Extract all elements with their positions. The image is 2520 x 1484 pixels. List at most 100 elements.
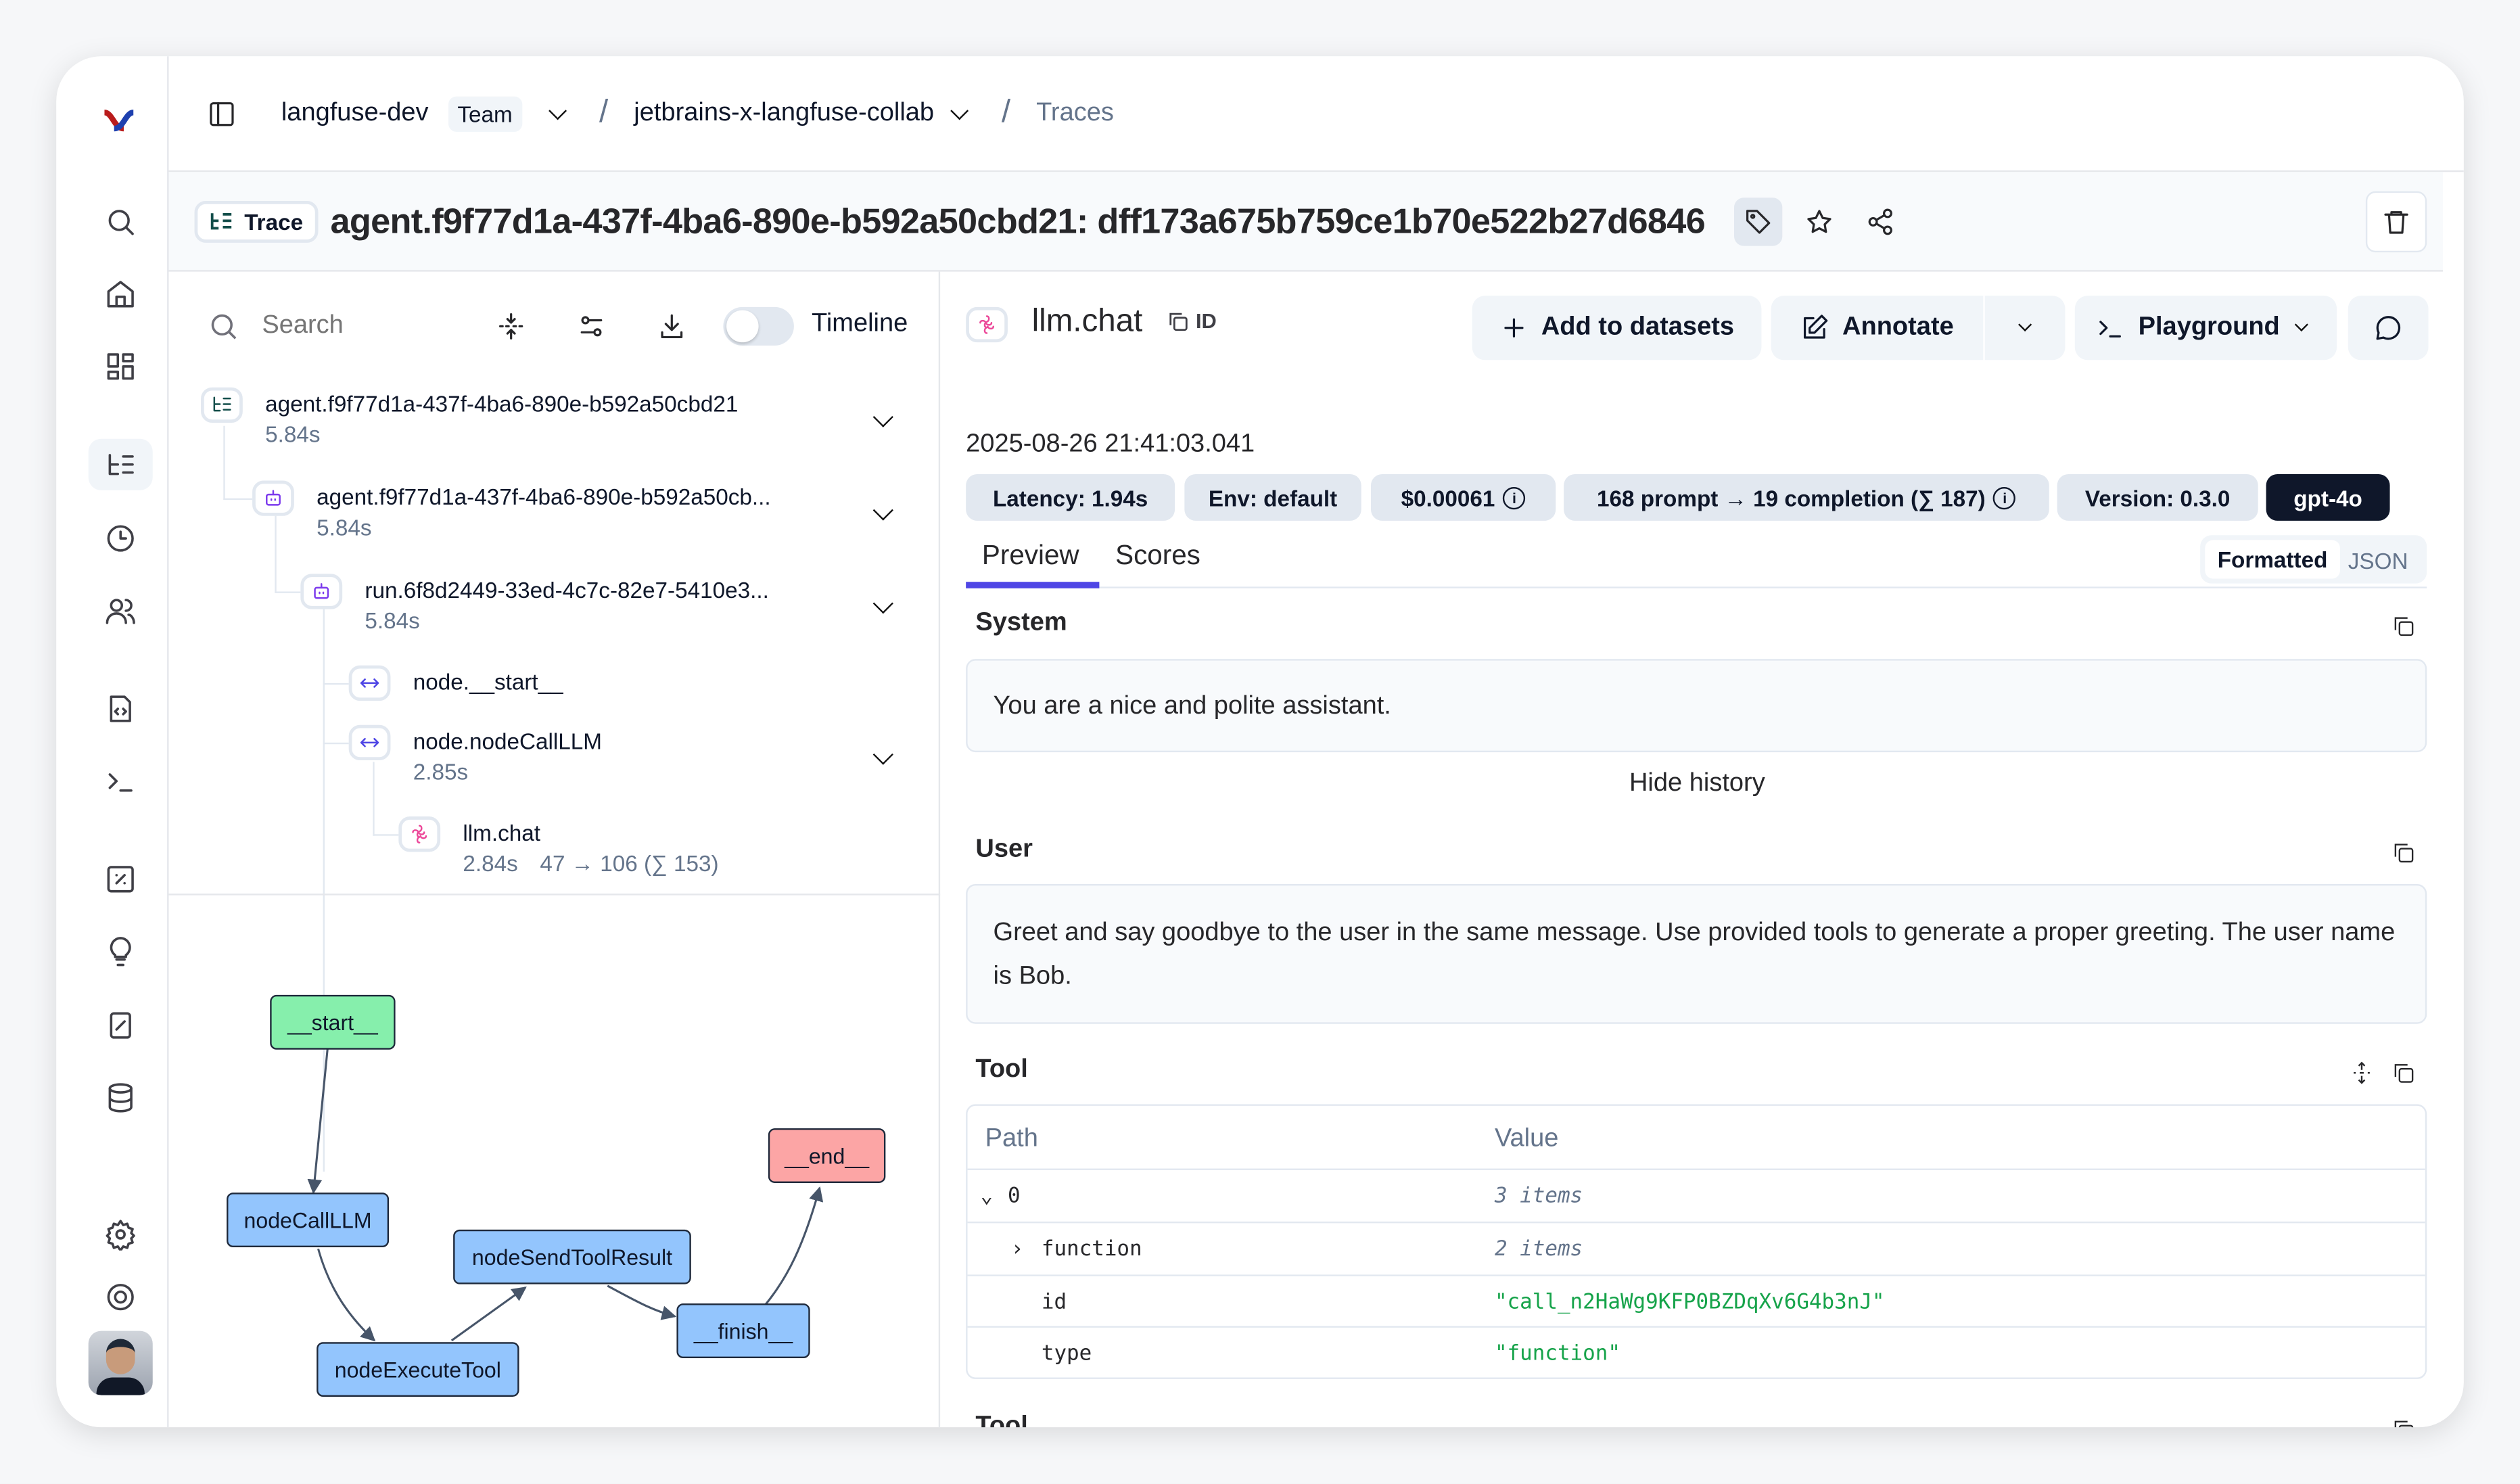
expand-chevron-icon[interactable] (872, 500, 893, 521)
top-bar: langfuse-dev Team / jetbrains-x-langfuse… (168, 56, 2464, 172)
copy-id-button[interactable]: ID (1167, 308, 1217, 333)
share-icon[interactable] (1856, 197, 1904, 245)
table-row[interactable]: id "call_n2HaWg9KFP0BZDqXv6G4b3nJ" (967, 1274, 2425, 1327)
tree-item-name: agent.f9f77d1a-437f-4ba6-890e-b592a50cb.… (317, 484, 771, 510)
sidebar-toggle-icon[interactable] (197, 89, 246, 137)
pill-label: $0.00061 (1401, 484, 1495, 511)
copy-icon[interactable] (2391, 1418, 2416, 1428)
breadcrumb-project[interactable]: jetbrains-x-langfuse-collab (634, 99, 935, 126)
delete-trash-icon[interactable] (2365, 190, 2427, 252)
graph-node-executetool[interactable]: nodeExecuteTool (317, 1342, 519, 1397)
tree-item-duration: 5.84s (317, 514, 372, 540)
dashboard-icon[interactable] (89, 341, 153, 392)
trace-header: Trace agent.f9f77d1a-437f-4ba6-890e-b592… (168, 172, 2443, 272)
search-icon[interactable] (89, 196, 153, 248)
generation-icon (966, 306, 1008, 343)
info-icon[interactable]: i (1503, 486, 1526, 509)
expand-chevron-icon[interactable] (872, 407, 893, 427)
langfuse-logo[interactable] (101, 110, 137, 132)
tab-preview[interactable]: Preview (981, 540, 1079, 571)
sessions-icon[interactable] (89, 513, 153, 564)
sidebar (56, 56, 169, 1428)
tree-item-duration: 5.84s (265, 421, 321, 447)
copy-icon (1169, 312, 1188, 330)
datasets-icon[interactable] (89, 1072, 153, 1123)
filter-settings-icon[interactable] (567, 302, 615, 350)
app-window: langfuse-dev Team / jetbrains-x-langfuse… (56, 56, 2464, 1428)
observation-name: llm.chat (1031, 304, 1143, 340)
expand-chevron-icon[interactable] (872, 744, 893, 765)
column-header-path: Path (985, 1125, 1038, 1153)
generation-icon (398, 816, 441, 852)
pill-label: gpt-4o (2293, 484, 2362, 511)
org-plan-badge: Team (448, 95, 522, 131)
expand-icon[interactable] (2350, 1061, 2374, 1085)
copy-icon[interactable] (2391, 841, 2416, 865)
expand-chevron-icon[interactable]: › (1010, 1236, 1024, 1261)
prompts-icon[interactable] (89, 683, 153, 735)
tokens-pill[interactable]: 168 prompt → 19 completion (∑ 187) i (1564, 474, 2049, 521)
row-value: 3 items (1494, 1184, 1583, 1208)
graph-node-start[interactable]: __start__ (270, 994, 396, 1050)
avatar[interactable] (88, 1330, 153, 1395)
copy-icon[interactable] (2391, 1061, 2416, 1085)
evaluations-icon[interactable] (89, 854, 153, 905)
table-row[interactable]: › function 2 items (967, 1221, 2425, 1274)
table-row[interactable]: type "function" (967, 1326, 2425, 1377)
org-chevron-down-icon[interactable] (548, 101, 567, 120)
tag-icon[interactable] (1733, 197, 1783, 246)
annotate-dropdown-button[interactable] (1984, 296, 2066, 361)
edge-callllm-executetool (317, 1248, 376, 1342)
download-icon[interactable] (648, 302, 696, 350)
row-path: id (1041, 1289, 1067, 1314)
span-arrows-icon (348, 724, 391, 760)
tab-scores[interactable]: Scores (1115, 540, 1200, 571)
tree-item-name: run.6f8d2449-33ed-4c7c-82e7-5410e3... (365, 577, 769, 603)
row-path: 0 (1007, 1184, 1021, 1208)
playground-icon[interactable] (89, 756, 153, 807)
search-input[interactable] (262, 312, 439, 341)
formatted-toggle[interactable]: Formatted (2205, 540, 2340, 579)
edge-sendtoolresult-finish (607, 1284, 677, 1320)
graph-node-finish[interactable]: __finish__ (676, 1303, 810, 1358)
ideas-icon[interactable] (89, 926, 153, 977)
expand-chevron-icon[interactable] (872, 593, 893, 614)
support-icon[interactable] (89, 1281, 153, 1316)
trace-icon (210, 212, 232, 229)
row-value: 2 items (1494, 1236, 1583, 1261)
json-toggle[interactable]: JSON (2348, 548, 2408, 574)
observation-timestamp: 2025-08-26 21:41:03.041 (966, 430, 1255, 459)
breadcrumb-org[interactable]: langfuse-dev (281, 99, 429, 126)
tree-item-name: node.__start__ (413, 668, 563, 695)
playground-button[interactable]: Playground (2074, 296, 2337, 361)
info-icon[interactable]: i (1993, 486, 2016, 509)
users-icon[interactable] (89, 585, 153, 636)
timeline-toggle[interactable] (723, 306, 794, 346)
graph-node-end[interactable]: __end__ (768, 1128, 886, 1183)
home-icon[interactable] (89, 269, 153, 320)
edit-icon (1804, 315, 1829, 339)
breadcrumb-page[interactable]: Traces (1036, 99, 1114, 126)
hide-history-button[interactable]: Hide history (1629, 770, 1765, 797)
annotate-button[interactable]: Annotate (1771, 296, 1984, 361)
annotation-icon[interactable] (89, 1000, 153, 1051)
pill-label: Version: 0.3.0 (2084, 484, 2231, 511)
collapse-chevron-icon[interactable]: ⌄ (980, 1184, 994, 1208)
collapse-all-icon[interactable] (487, 302, 535, 350)
table-row[interactable]: ⌄ 0 3 items (967, 1168, 2425, 1222)
copy-icon[interactable] (2391, 614, 2416, 639)
trace-icon (201, 387, 243, 423)
graph-node-callllm[interactable]: nodeCallLLM (227, 1192, 390, 1248)
cost-pill[interactable]: $0.00061 i (1370, 474, 1556, 521)
user-message: Greet and say goodbye to the user in the… (966, 883, 2427, 1024)
row-value: "function" (1494, 1341, 1620, 1366)
comment-button[interactable] (2348, 296, 2429, 361)
tool-label: Tool (975, 1056, 1028, 1084)
project-chevron-down-icon[interactable] (950, 101, 969, 120)
graph-node-sendtoolresult[interactable]: nodeSendToolResult (453, 1229, 691, 1284)
settings-icon[interactable] (89, 1209, 153, 1260)
search-box[interactable] (208, 300, 439, 352)
star-icon[interactable] (1795, 197, 1843, 245)
add-to-datasets-button[interactable]: Add to datasets (1472, 296, 1762, 361)
traces-icon[interactable] (88, 438, 153, 490)
